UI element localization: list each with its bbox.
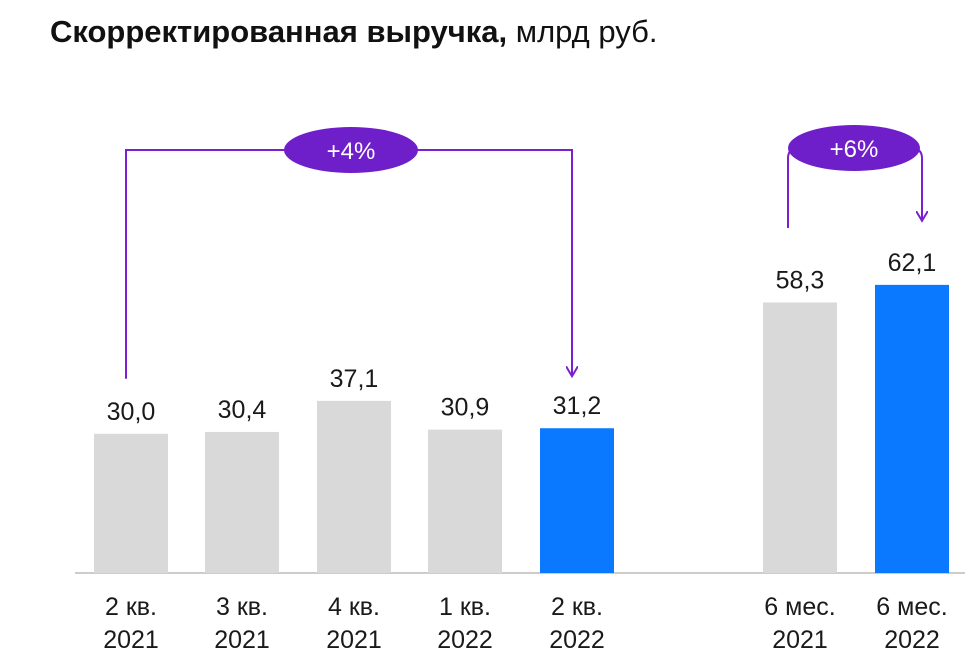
annotations-layer: +4% +6%	[125, 125, 922, 379]
chart-title-main: Скорректированная выручка,	[50, 14, 508, 49]
growth-badge-1-label: +4%	[327, 138, 376, 165]
category-label-5-line2: 2022	[549, 626, 605, 654]
category-label-2-line2: 2021	[214, 626, 270, 654]
category-label-1-line2: 2021	[103, 626, 159, 654]
bar-6	[763, 302, 837, 573]
category-label-6-line1: 6 мес.	[764, 593, 835, 621]
value-label-6: 58,3	[776, 266, 825, 294]
chart-title-unit: млрд руб.	[515, 14, 658, 49]
bar-5	[540, 428, 614, 573]
category-label-4-line1: 1 кв.	[439, 593, 491, 621]
growth-badge-1	[284, 127, 418, 173]
bars-layer	[94, 284, 949, 573]
value-label-7: 62,1	[888, 249, 937, 277]
category-label-2-line1: 3 кв.	[216, 593, 268, 621]
category-label-1-line1: 2 кв.	[105, 593, 157, 621]
growth-badge-2	[788, 125, 920, 171]
bar-3	[317, 400, 391, 573]
labels-layer: 30,0 2 кв. 2021 30,4 3 кв. 2021 37,1 4 кв. 2021 3…	[103, 249, 948, 654]
category-label-7-line2: 2022	[884, 626, 940, 654]
category-label-4-line2: 2022	[437, 626, 493, 654]
category-label-6-line2: 2021	[772, 626, 828, 654]
chart-title: Скорректированная выручка, млрд руб.	[50, 14, 658, 50]
value-label-2: 30,4	[218, 396, 267, 424]
category-label-3-line1: 4 кв.	[328, 593, 380, 621]
bar-1	[94, 433, 168, 573]
bar-7	[875, 284, 949, 573]
bar-2	[205, 431, 279, 573]
growth-badge-2-label: +6%	[830, 136, 879, 163]
connector-arrow-1	[125, 149, 572, 379]
value-label-4: 30,9	[441, 394, 490, 422]
category-label-5-line1: 2 кв.	[551, 593, 603, 621]
value-label-5: 31,2	[553, 392, 602, 420]
category-label-3-line2: 2021	[326, 626, 382, 654]
value-label-3: 37,1	[330, 365, 379, 393]
category-label-7-line1: 6 мес.	[876, 593, 947, 621]
value-label-1: 30,0	[107, 398, 156, 426]
bar-4	[428, 429, 502, 573]
